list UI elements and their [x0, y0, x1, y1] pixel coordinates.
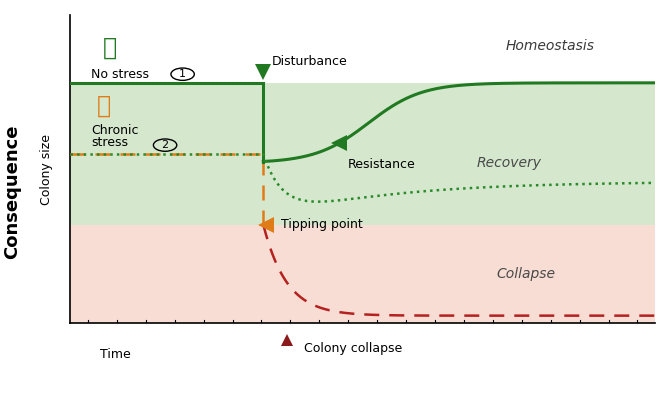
Text: Collapse: Collapse	[497, 267, 556, 281]
Text: Consequence: Consequence	[3, 125, 21, 259]
Text: Disturbance: Disturbance	[272, 55, 348, 68]
Text: 2: 2	[161, 140, 169, 150]
Text: 🐝: 🐝	[96, 94, 111, 118]
Text: Colony collapse: Colony collapse	[304, 342, 403, 355]
Text: Tipping point: Tipping point	[281, 218, 362, 231]
Text: Homeostasis: Homeostasis	[505, 39, 594, 53]
Text: Colony size: Colony size	[40, 134, 53, 205]
Text: Time: Time	[100, 348, 131, 361]
Text: 🐝: 🐝	[103, 35, 117, 59]
Text: Resistance: Resistance	[348, 158, 416, 171]
Text: Chronic: Chronic	[91, 124, 138, 137]
Bar	[70, 225, 655, 323]
Text: 1: 1	[179, 69, 186, 79]
Text: No stress: No stress	[91, 68, 149, 81]
Bar	[70, 83, 655, 225]
Text: stress: stress	[91, 136, 128, 149]
Text: Recovery: Recovery	[476, 156, 541, 170]
